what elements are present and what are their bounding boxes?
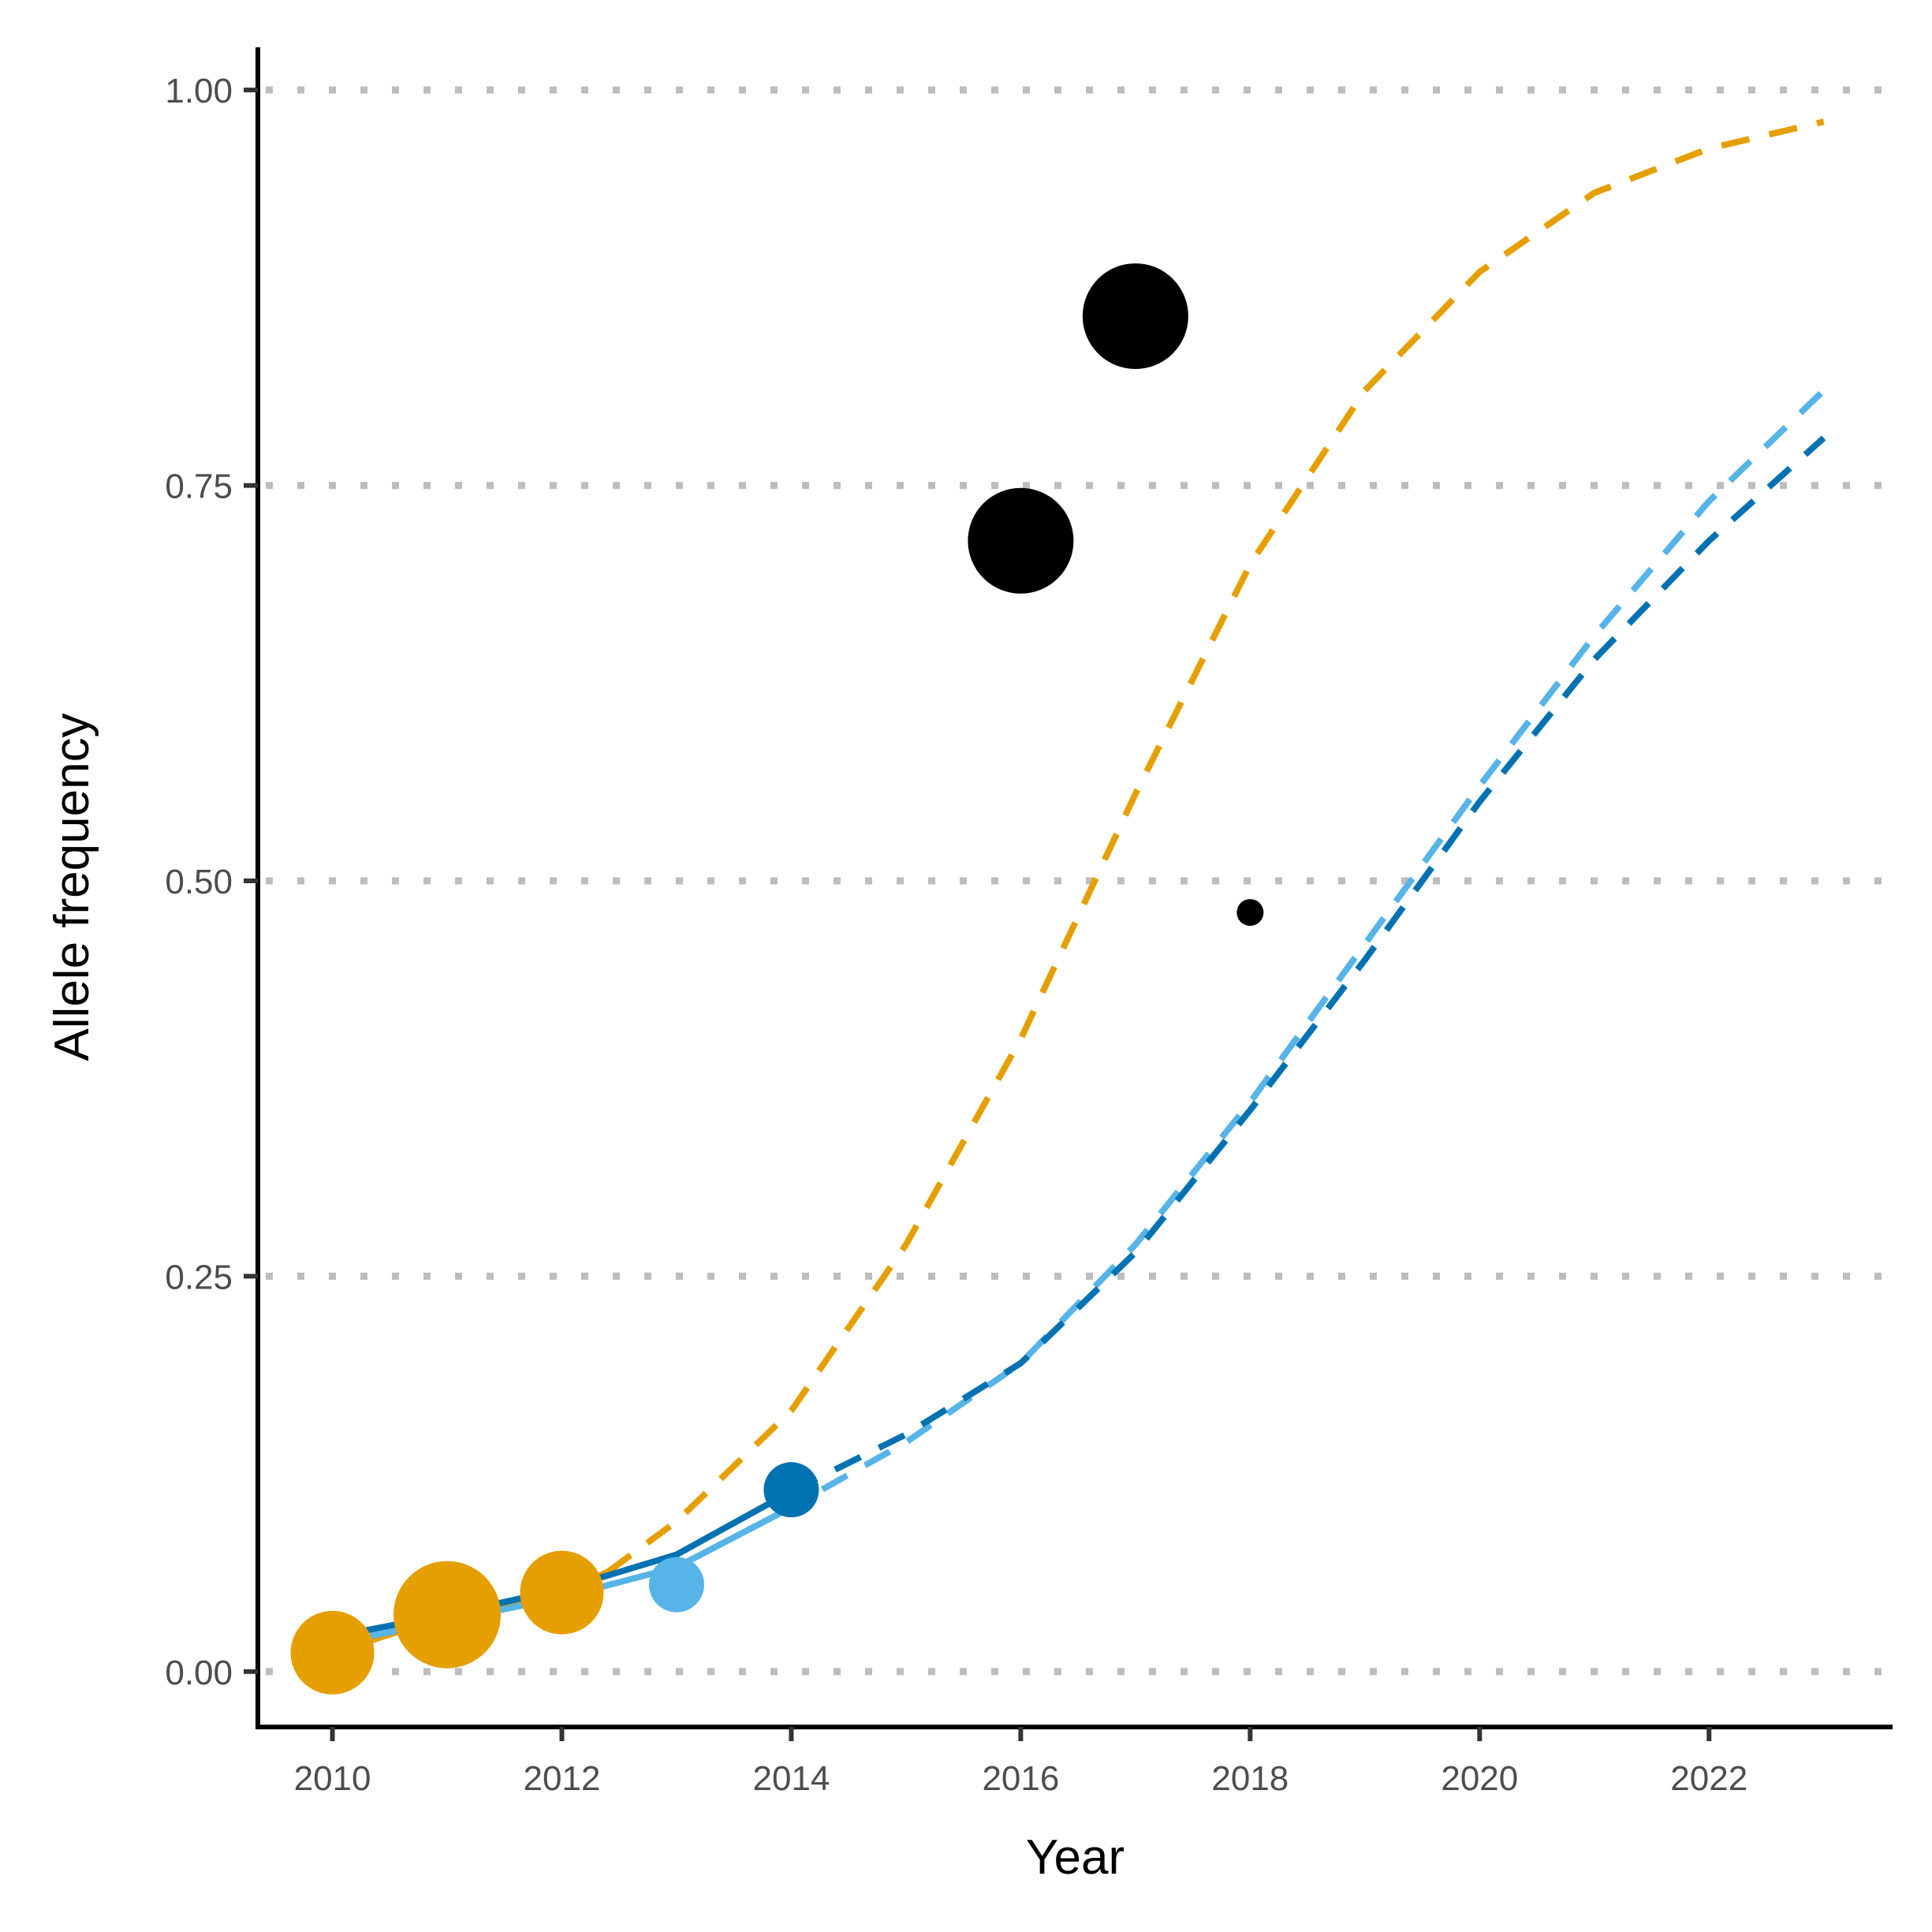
y-tick-label-3: 0.75 bbox=[165, 468, 233, 506]
data-point-3 bbox=[648, 1557, 704, 1613]
data-point-7 bbox=[1236, 899, 1264, 927]
data-point-4 bbox=[763, 1462, 819, 1518]
data-point-1 bbox=[393, 1561, 502, 1669]
axes: 0.00 0.25 0.50 0.75 1.00 2010 2012 2014 2016 2018… bbox=[165, 47, 1893, 1798]
y-tick-label-4: 1.00 bbox=[165, 72, 233, 110]
x-tick-label-0: 2010 bbox=[294, 1759, 371, 1798]
data-point-6 bbox=[1082, 263, 1188, 369]
series-line-1 bbox=[606, 118, 1825, 1575]
x-tick-label-4: 2018 bbox=[1211, 1759, 1289, 1798]
gridlines bbox=[266, 86, 1893, 1676]
x-tick-label-1: 2012 bbox=[524, 1759, 601, 1798]
y-tick-label-1: 0.25 bbox=[165, 1258, 233, 1296]
x-axis-title: Year bbox=[1026, 1830, 1125, 1885]
x-tick-label-2: 2014 bbox=[753, 1759, 830, 1798]
x-tick-label-6: 2022 bbox=[1670, 1759, 1747, 1798]
y-axis-title: Allele frequency bbox=[45, 713, 99, 1061]
series-line-4 bbox=[778, 388, 1826, 1516]
x-tick-label-5: 2020 bbox=[1441, 1759, 1518, 1798]
data-points bbox=[290, 263, 1264, 1695]
data-point-0 bbox=[290, 1610, 375, 1695]
series-line-5 bbox=[789, 435, 1826, 1494]
y-tick-label-0: 0.00 bbox=[165, 1654, 233, 1692]
y-tick-label-2: 0.50 bbox=[165, 863, 233, 901]
x-tick-label-3: 2016 bbox=[982, 1759, 1059, 1798]
data-point-2 bbox=[520, 1550, 604, 1635]
data-point-5 bbox=[968, 487, 1074, 594]
series-lines bbox=[331, 118, 1826, 1656]
